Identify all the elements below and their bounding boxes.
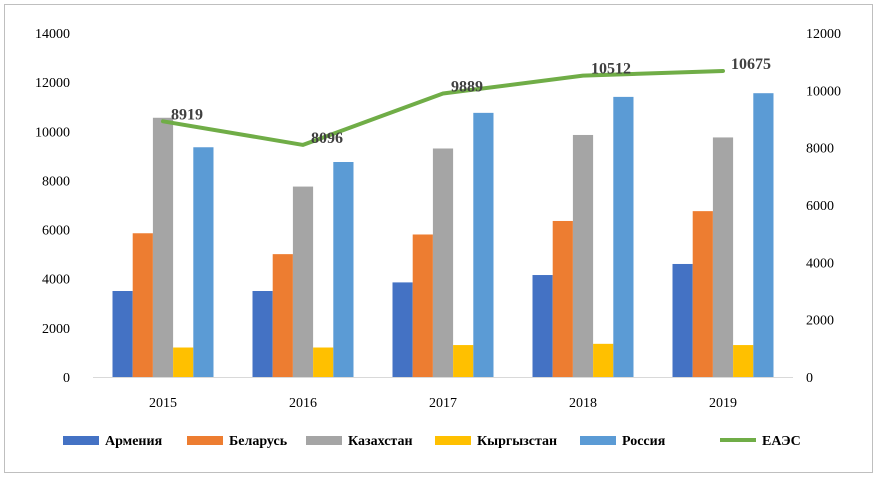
bar-казахстан-2015 (152, 117, 174, 378)
y-left-tick-label: 12000 (35, 76, 70, 91)
bar-кыргызстан-2015 (173, 347, 194, 377)
legend-swatch-россия (580, 436, 616, 445)
data-label-2018: 10512 (591, 61, 631, 78)
bar-армения-2018 (532, 275, 553, 377)
y-right-tick-label: 0 (806, 371, 813, 386)
bar-россия-2015 (193, 147, 214, 377)
legend-label-казахстан: Казахстан (348, 434, 413, 449)
x-tick-label: 2018 (569, 396, 597, 411)
bar-казахстан-2018 (572, 134, 594, 377)
x-tick-label: 2015 (149, 396, 177, 411)
x-tick-label: 2019 (709, 396, 737, 411)
legend-swatch-казахстан (306, 436, 342, 445)
bar-армения-2017 (392, 282, 413, 377)
legend-label-кыргызстан: Кыргызстан (477, 434, 557, 449)
bar-кыргызстан-2017 (453, 345, 474, 377)
bar-казахстан-2016 (292, 186, 314, 377)
legend-label-армения: Армения (105, 434, 163, 449)
legend-label-беларусь: Беларусь (229, 434, 288, 449)
y-right-tick-label: 10000 (806, 84, 841, 99)
line-еаэс (161, 68, 725, 147)
bar-кыргызстан-2019 (733, 345, 754, 377)
y-left-tick-label: 0 (63, 371, 70, 386)
bar-казахстан-2019 (712, 137, 734, 377)
y-left-tick-label: 8000 (42, 174, 70, 189)
data-label-2016: 8096 (311, 130, 343, 147)
legend-label-россия: Россия (622, 434, 666, 449)
bar-армения-2016 (252, 291, 273, 377)
y-right-tick-label: 4000 (806, 256, 834, 271)
y-left-tick-label: 6000 (42, 224, 70, 239)
bar-кыргызстан-2016 (313, 347, 334, 377)
legend-label-еаэс: ЕАЭС (762, 434, 801, 449)
y-right-tick-label: 6000 (806, 199, 834, 214)
bar-беларусь-2015 (132, 233, 153, 377)
y-left-tick-label: 2000 (42, 322, 70, 337)
bar-беларусь-2019 (692, 211, 713, 377)
y-right-tick-label: 12000 (806, 27, 841, 42)
bar-армения-2019 (672, 263, 693, 377)
legend-swatch-беларусь (187, 436, 223, 445)
bar-россия-2017 (473, 112, 494, 377)
y-left-tick-label: 14000 (35, 27, 70, 42)
y-right-tick-label: 8000 (806, 142, 834, 157)
bar-россия-2016 (333, 162, 354, 377)
legend-swatch-армения (63, 436, 99, 445)
y-right-tick-label: 2000 (806, 314, 834, 329)
bar-беларусь-2016 (272, 254, 293, 377)
bar-россия-2018 (613, 96, 634, 377)
bar-россия-2019 (753, 93, 774, 377)
x-tick-label: 2016 (289, 396, 317, 411)
y-left-tick-label: 4000 (42, 273, 70, 288)
bar-кыргызстан-2018 (593, 343, 614, 377)
data-label-2019: 10675 (731, 56, 771, 73)
y-left-tick-label: 10000 (35, 125, 70, 140)
x-tick-label: 2017 (429, 396, 457, 411)
bar-беларусь-2017 (412, 234, 433, 377)
legend-swatch-кыргызстан (435, 436, 471, 445)
data-label-2015: 8919 (171, 106, 203, 123)
data-label-2017: 9889 (451, 79, 483, 96)
bar-беларусь-2018 (552, 220, 573, 377)
bar-армения-2015 (112, 291, 133, 377)
bar-казахстан-2017 (432, 148, 454, 377)
